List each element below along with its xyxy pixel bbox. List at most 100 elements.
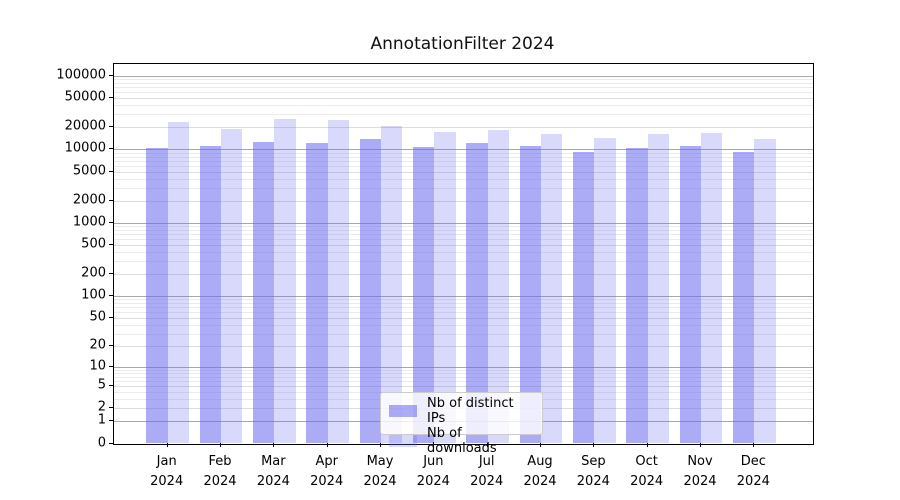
x-tick-mark [646,443,648,447]
bar-distinct-ips [626,147,648,444]
bar-distinct-ips [359,138,382,444]
y-tick-mark [109,126,113,128]
y-axis-tick-label: 10 [89,358,106,374]
gridline [114,381,813,383]
x-tick-mark [433,443,435,447]
gridline [114,346,813,348]
y-tick-mark [109,74,113,76]
y-axis-tick-label: 1000 [72,214,106,230]
gridline [114,92,813,94]
x-axis-tick-label: May 2024 [363,454,397,489]
gridline [114,261,813,263]
bar-downloads [487,130,509,444]
bar-distinct-ips [573,151,595,444]
y-axis-tick-label: 2000 [72,192,106,208]
gridline [114,312,813,314]
gridline [114,178,813,180]
bar-downloads [221,128,243,444]
gridline [114,82,813,84]
x-axis-tick-label: Mar 2024 [256,454,290,489]
gridline [114,200,813,202]
x-tick-mark [700,443,701,447]
gridline [114,79,813,81]
x-tick-mark [220,443,222,447]
y-axis-tick-label: 100 [81,287,106,303]
bar-downloads [434,132,456,444]
y-axis-tick-label: 2 [97,399,106,415]
gridline [114,187,813,189]
legend-item-downloads: Nb of downloads [389,426,534,456]
y-axis-tick-label: 5 [97,377,106,393]
y-tick-mark [109,420,113,422]
y-tick-mark [109,199,113,201]
legend-label-distinct-ips: Nb of distinct IPs [427,396,514,426]
y-tick-mark [109,407,113,409]
gridline [114,239,813,241]
y-axis-tick-label: 20000 [64,118,106,134]
bar-downloads [754,138,776,444]
x-tick-mark [486,443,488,447]
x-tick-mark [540,443,541,447]
plot-area [113,63,814,445]
gridline [114,165,813,167]
x-tick-mark [326,443,328,447]
bar-distinct-ips [413,146,435,444]
bar-downloads [701,132,723,444]
gridline [114,152,813,154]
y-tick-mark [109,385,113,387]
gridline [114,307,813,309]
gridline [114,222,813,224]
gridline [114,114,813,116]
gridline [114,386,813,388]
y-axis-tick-label: 500 [81,236,106,252]
gridline [114,160,813,162]
x-axis-tick-label: Aug 2024 [523,454,557,489]
y-axis-tick-label: 10000 [64,140,106,156]
gridline [114,296,813,298]
legend-label-downloads: Nb of downloads [427,426,497,456]
y-tick-mark [109,170,113,172]
y-axis-tick-label: 50 [89,309,106,325]
y-axis-tick-label: 50000 [64,89,106,105]
x-axis-tick-label: Apr 2024 [310,454,344,489]
legend-item-distinct-ips: Nb of distinct IPs [389,396,534,426]
bar-distinct-ips [519,146,541,444]
gridline [114,377,813,379]
x-axis-tick-label: Oct 2024 [630,454,664,489]
x-tick-mark [753,443,755,447]
gridline [114,75,813,77]
y-tick-mark [109,96,113,98]
bar-distinct-ips [199,146,222,444]
x-axis-tick-label: Nov 2024 [683,454,717,489]
bar-distinct-ips [733,151,755,444]
x-axis-tick-label: Sep 2024 [576,454,610,489]
gridline [114,244,813,246]
bar-downloads [647,133,669,444]
gridline [114,274,813,276]
y-axis-tick-label: 20 [89,337,106,353]
x-axis-tick-label: Jun 2024 [416,454,450,489]
x-tick-mark [273,443,275,447]
x-tick-mark [166,443,168,447]
gridline [114,252,813,254]
y-tick-mark [109,148,113,150]
x-axis-tick-label: Jul 2024 [470,454,504,489]
y-tick-mark [109,273,113,275]
x-axis-tick-label: Dec 2024 [736,454,770,489]
gridline [114,149,813,151]
chart-title: AnnotationFilter 2024 [370,34,555,54]
y-tick-mark [109,221,113,223]
gridline [114,369,813,371]
gridline [114,317,813,319]
y-tick-mark [109,365,113,367]
gridline [114,333,813,335]
bar-distinct-ips [253,142,275,444]
bar-distinct-ips [679,146,701,444]
y-axis-tick-label: 5000 [72,163,106,179]
bar-downloads [541,133,563,444]
y-tick-mark [109,442,113,444]
gridline [114,230,813,231]
y-axis-tick-label: 0 [97,435,106,450]
gridline [114,105,813,107]
